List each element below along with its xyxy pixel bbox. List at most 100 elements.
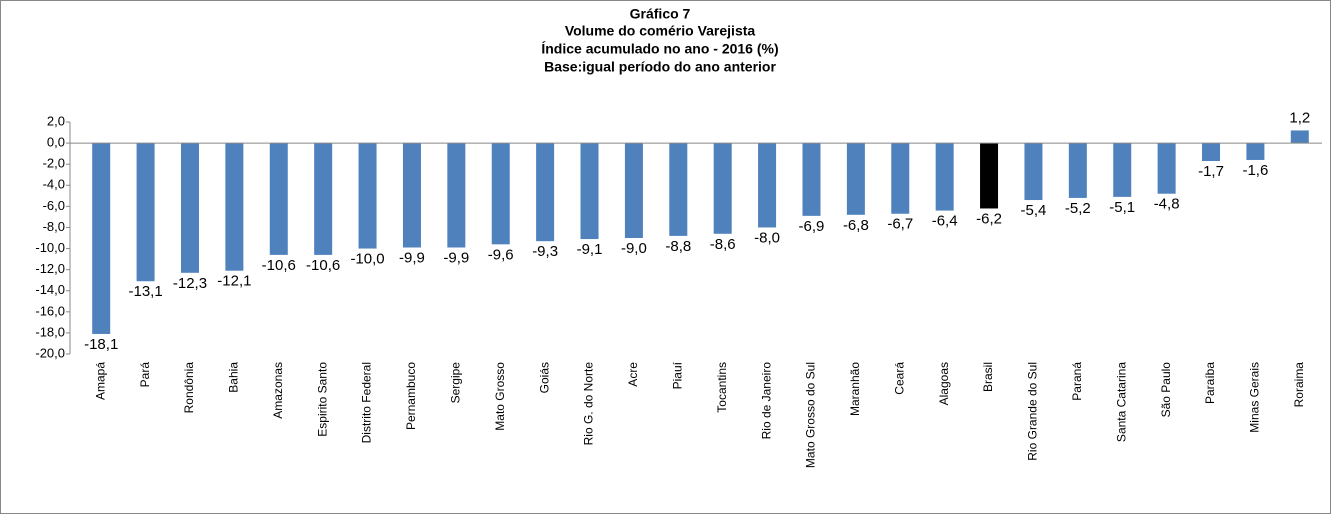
y-tick-label: -10,0: [35, 240, 65, 255]
data-label: -12,1: [217, 273, 251, 290]
data-label: -9,0: [621, 240, 647, 257]
bar: [1068, 143, 1087, 198]
y-tick-label: -20,0: [35, 345, 65, 360]
y-tick-label: -6,0: [43, 198, 65, 213]
bar: [1157, 143, 1176, 194]
data-label: -8,8: [665, 238, 691, 255]
data-label: -10,6: [262, 257, 296, 274]
bar: [1113, 143, 1132, 197]
data-label: -6,9: [799, 218, 825, 235]
x-tick-label: Roraima: [1292, 362, 1306, 408]
data-label: -4,8: [1154, 196, 1180, 213]
bar: [669, 143, 688, 236]
x-tick-label: Brasil: [981, 362, 995, 392]
data-label: -5,2: [1065, 200, 1091, 217]
x-tick-label: Maranhão: [848, 362, 862, 416]
x-tick-label: Bahia: [227, 362, 241, 393]
x-tick-label: Ceará: [892, 362, 906, 395]
bar: [314, 143, 333, 255]
x-tick-label: Sergipe: [449, 362, 463, 404]
data-label: -12,3: [173, 275, 207, 292]
x-tick-label: Piauí: [670, 361, 684, 389]
x-tick-label: Distrito Federal: [360, 362, 374, 443]
x-tick-label: Amazonas: [271, 362, 285, 419]
data-label: -9,9: [399, 249, 425, 266]
bar: [269, 143, 288, 255]
bar: [802, 143, 821, 216]
data-label: -1,7: [1198, 163, 1224, 180]
data-label: -9,3: [532, 243, 558, 260]
data-label: -9,6: [488, 246, 514, 263]
bar: [935, 143, 954, 211]
data-label: -10,6: [306, 257, 340, 274]
data-label: -18,1: [84, 336, 118, 353]
chart-subtitle: Volume do comério Varejista: [565, 23, 756, 39]
bar: [1290, 130, 1309, 144]
x-tick-label: Rondônia: [182, 362, 196, 414]
chart-subtitle: Índice acumulado no ano - 2016 (%): [541, 41, 778, 57]
x-tick-label: Mato Grosso do Sul: [804, 362, 818, 468]
data-label: -8,0: [754, 229, 780, 246]
x-tick-label: Santa Catarina: [1114, 362, 1128, 442]
bar: [536, 143, 555, 242]
data-label: -13,1: [128, 283, 162, 300]
x-tick-label: Amapá: [93, 362, 107, 400]
bar: [447, 143, 466, 248]
bar: [225, 143, 244, 271]
x-tick-label: Espirito Santo: [315, 362, 329, 437]
y-tick-label: -16,0: [35, 303, 65, 318]
x-tick-label: Goiás: [537, 362, 551, 393]
y-tick-label: -14,0: [35, 282, 65, 297]
data-label: -6,2: [976, 210, 1002, 227]
y-tick-label: -18,0: [35, 324, 65, 339]
y-tick-label: -8,0: [43, 219, 65, 234]
chart-subtitle: Base:igual período do ano anterior: [544, 59, 776, 75]
data-label: -10,0: [350, 251, 384, 268]
data-label: -6,7: [887, 216, 913, 233]
data-label: -6,8: [843, 217, 869, 234]
bar: [580, 143, 599, 240]
bar: [402, 143, 421, 248]
data-label: -9,9: [443, 249, 469, 266]
x-tick-label: Rio Grande do Sul: [1026, 362, 1040, 461]
y-tick-label: -4,0: [43, 177, 65, 192]
bar: [358, 143, 377, 249]
x-tick-label: Mato Grosso: [493, 362, 507, 431]
bar: [758, 143, 777, 228]
bar: [1202, 143, 1221, 162]
x-tick-label: Pará: [138, 362, 152, 388]
bar: [136, 143, 155, 282]
y-tick-label: -2,0: [43, 156, 65, 171]
x-tick-label: Alagoas: [937, 362, 951, 405]
x-tick-label: Paraná: [1070, 362, 1084, 401]
bar: [846, 143, 865, 215]
bar: [92, 143, 111, 334]
data-label: -5,1: [1109, 199, 1135, 216]
bar: [891, 143, 910, 214]
bar: [491, 143, 510, 245]
x-tick-label: Pernambuco: [404, 362, 418, 430]
data-label: -9,1: [577, 241, 603, 258]
data-label: -6,4: [932, 213, 958, 230]
y-tick-label: 2,0: [47, 113, 65, 128]
bar: [713, 143, 732, 234]
x-tick-label: Rio de Janeiro: [759, 362, 773, 440]
x-tick-label: Acre: [626, 362, 640, 387]
data-label: -1,6: [1242, 162, 1268, 179]
y-tick-label: -12,0: [35, 261, 65, 276]
bar: [980, 143, 999, 209]
chart-title: Gráfico 7: [630, 6, 691, 22]
bar: [180, 143, 199, 273]
y-tick-label: 0,0: [47, 135, 65, 150]
bar: [1024, 143, 1043, 201]
x-tick-label: Paraíba: [1203, 362, 1217, 404]
data-label: 1,2: [1289, 109, 1310, 126]
x-tick-label: Tocantins: [715, 362, 729, 413]
x-tick-label: Minas Gerais: [1248, 362, 1262, 433]
x-tick-label: São Paulo: [1159, 362, 1173, 418]
x-tick-label: Rio G. do Norte: [582, 362, 596, 446]
bar: [1246, 143, 1265, 160]
data-label: -8,6: [710, 236, 736, 253]
